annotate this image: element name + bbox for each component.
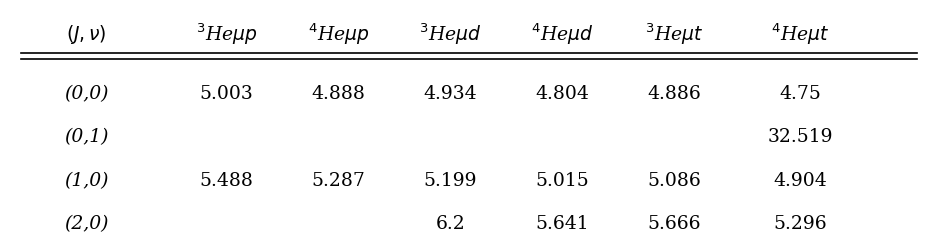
Text: 6.2: 6.2 xyxy=(435,215,465,233)
Text: $(J, \nu)$: $(J, \nu)$ xyxy=(67,23,107,46)
Text: $^{3}$He$\mu$$d$: $^{3}$He$\mu$$d$ xyxy=(419,21,481,47)
Text: $^{4}$He$\mu$$p$: $^{4}$He$\mu$$p$ xyxy=(308,21,370,47)
Text: 5.488: 5.488 xyxy=(200,172,253,190)
Text: 5.641: 5.641 xyxy=(536,215,589,233)
Text: (2,0): (2,0) xyxy=(65,215,109,233)
Text: 5.287: 5.287 xyxy=(311,172,366,190)
Text: 5.296: 5.296 xyxy=(773,215,826,233)
Text: 5.003: 5.003 xyxy=(200,85,253,103)
Text: 4.886: 4.886 xyxy=(647,85,701,103)
Text: 4.75: 4.75 xyxy=(779,85,821,103)
Text: 5.015: 5.015 xyxy=(536,172,589,190)
Text: 4.934: 4.934 xyxy=(424,85,477,103)
Text: 5.199: 5.199 xyxy=(424,172,477,190)
Text: 4.804: 4.804 xyxy=(536,85,589,103)
Text: 5.086: 5.086 xyxy=(647,172,701,190)
Text: (1,0): (1,0) xyxy=(65,172,109,190)
Text: $^{4}$He$\mu$$d$: $^{4}$He$\mu$$d$ xyxy=(531,21,594,47)
Text: 32.519: 32.519 xyxy=(767,128,833,146)
Text: $^{3}$He$\mu$$t$: $^{3}$He$\mu$$t$ xyxy=(645,21,704,47)
Text: 5.666: 5.666 xyxy=(647,215,701,233)
Text: (0,0): (0,0) xyxy=(65,85,109,103)
Text: (0,1): (0,1) xyxy=(65,128,109,146)
Text: $^{3}$He$\mu$$p$: $^{3}$He$\mu$$p$ xyxy=(196,21,257,47)
Text: 4.904: 4.904 xyxy=(773,172,827,190)
Text: $^{4}$He$\mu$$t$: $^{4}$He$\mu$$t$ xyxy=(771,21,829,47)
Text: 4.888: 4.888 xyxy=(311,85,366,103)
